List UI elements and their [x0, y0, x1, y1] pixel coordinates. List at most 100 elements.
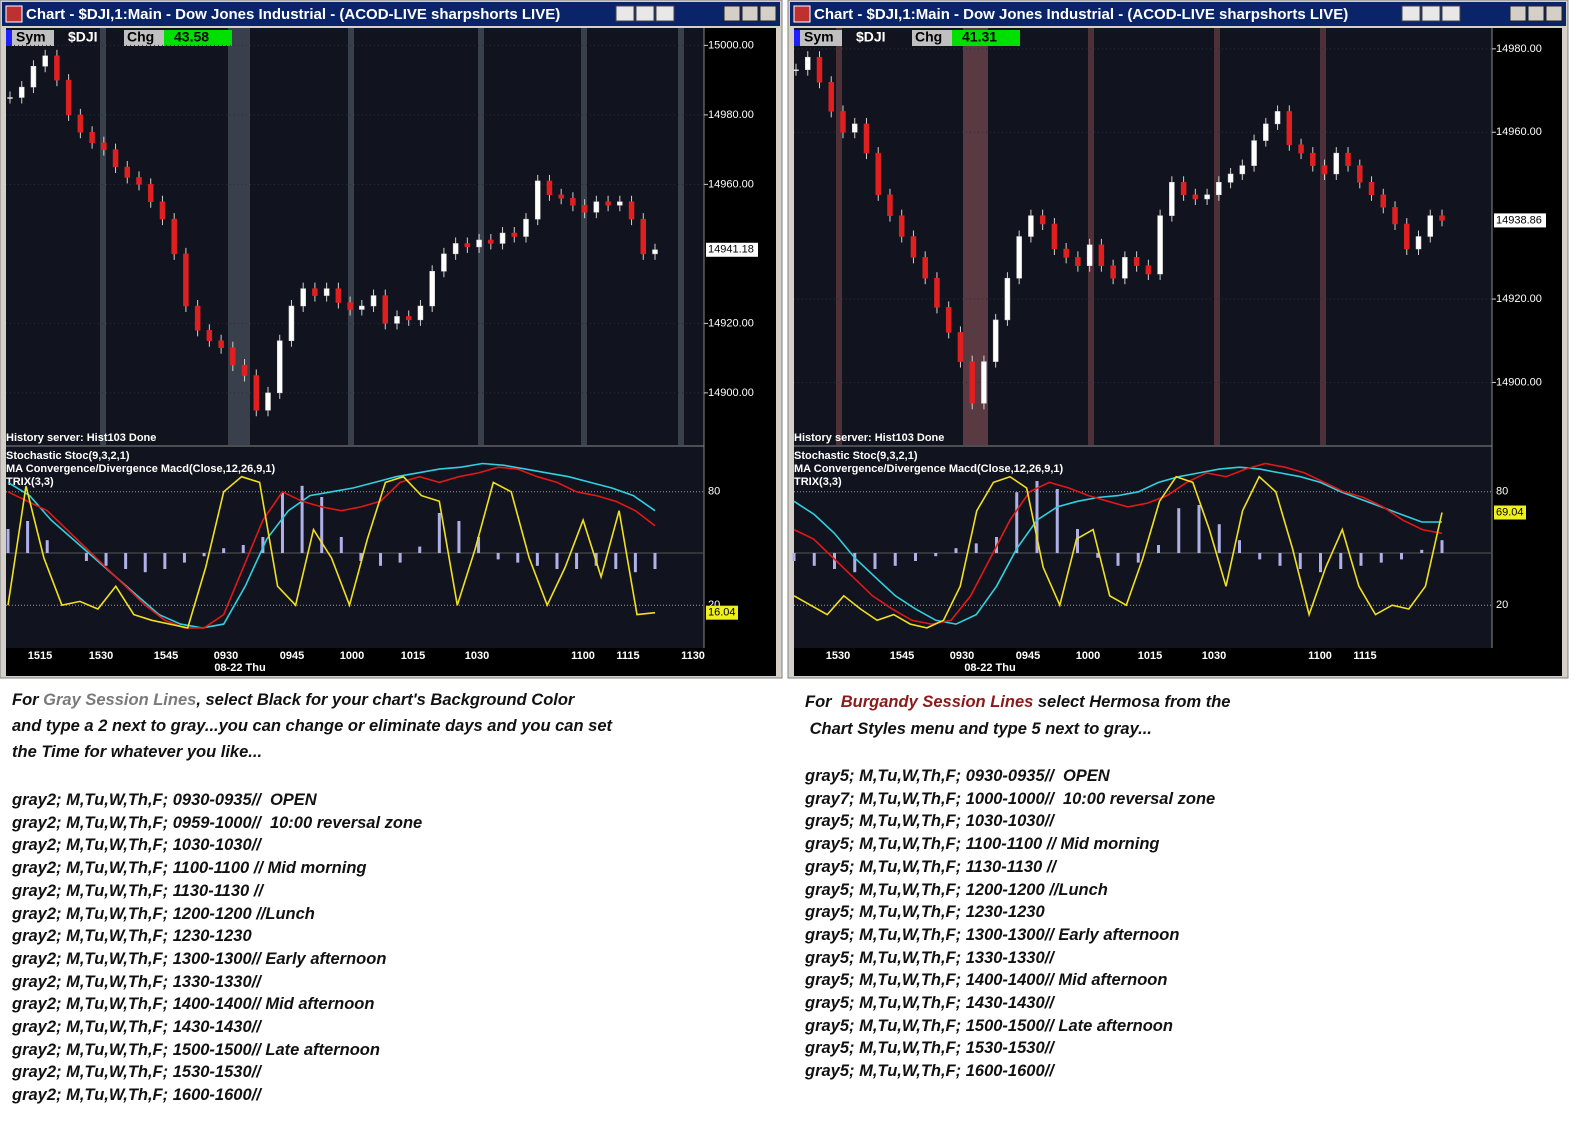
osc-last-label: 69.04	[1496, 506, 1524, 518]
histogram-bar	[339, 537, 343, 553]
candle	[1263, 123, 1269, 141]
x-tick-label: 1530	[826, 650, 850, 662]
candle	[464, 243, 471, 248]
x-tick-label: 0930	[214, 650, 238, 662]
minimize-button[interactable]	[1509, 5, 1527, 22]
sym-label: Sym	[804, 29, 834, 45]
indicator-label: Stochastic Stoc(9,3,2,1)	[794, 450, 918, 462]
price-tick-label: 15000.00	[708, 39, 754, 51]
candle	[628, 201, 635, 220]
chg-label: Chg	[915, 29, 942, 45]
toolbar-icon[interactable]	[1401, 5, 1421, 22]
candle	[840, 111, 846, 133]
histogram-bar	[163, 553, 167, 569]
maximize-button[interactable]	[741, 5, 759, 22]
candle	[218, 340, 224, 348]
candle	[288, 305, 295, 341]
sym-marker	[6, 30, 12, 46]
session-line-setting: gray5; M,Tu,W,Th,F; 1030-1030//	[805, 812, 1054, 831]
histogram-bar	[6, 529, 10, 553]
histogram-bar	[104, 553, 108, 566]
session-line	[478, 28, 484, 445]
candle	[511, 232, 518, 237]
candle	[452, 243, 459, 255]
x-tick-label: 1015	[401, 650, 425, 662]
minimize-button[interactable]	[723, 5, 741, 22]
heading-highlight: Burgandy Session Lines	[840, 693, 1034, 711]
toolbar-icon[interactable]	[615, 5, 635, 22]
candle	[969, 361, 975, 404]
candle	[441, 253, 447, 272]
toolbar-icon[interactable]	[1441, 5, 1461, 22]
session-line-setting: gray5; M,Tu,W,Th,F; 0930-0935// OPEN	[805, 767, 1110, 785]
candle	[1333, 152, 1340, 175]
candle	[617, 201, 623, 206]
candle	[816, 56, 823, 83]
candle	[276, 340, 283, 394]
price-tick-label: 14920.00	[1496, 293, 1542, 305]
histogram-bar	[954, 548, 958, 553]
macd-line	[7, 466, 656, 629]
symbol: $DJI	[856, 29, 886, 45]
histogram-bar	[437, 513, 441, 553]
candle	[1039, 215, 1046, 225]
chg-value: 41.31	[962, 29, 997, 45]
candle	[382, 295, 389, 324]
histogram-bar	[477, 537, 481, 553]
histogram-bar	[1258, 553, 1262, 560]
price-tick-label: 14980.00	[708, 109, 754, 121]
candle	[1380, 194, 1387, 208]
toolbar-icon[interactable]	[635, 5, 655, 22]
chart-windows: Chart - $DJI,1:Main - Dow Jones Industri…	[0, 0, 1569, 679]
candle	[1227, 173, 1234, 183]
histogram-bar	[84, 553, 88, 561]
toolbar-icon[interactable]	[1421, 5, 1441, 22]
histogram-bar	[398, 553, 402, 563]
session-line-setting: gray5; M,Tu,W,Th,F; 1330-1330//	[805, 948, 1054, 967]
candle	[1286, 111, 1293, 146]
candle	[910, 236, 917, 258]
candle	[77, 114, 84, 133]
x-tick-label: 1000	[340, 650, 364, 662]
candle	[136, 177, 142, 185]
candle	[1192, 194, 1199, 200]
histogram-bar	[1440, 540, 1444, 553]
candle	[359, 305, 365, 310]
candle	[417, 305, 424, 321]
candle	[300, 288, 306, 307]
note-heading: For Gray Session Lines, select Black for…	[12, 690, 574, 710]
app-icon	[793, 5, 811, 23]
histogram-bar	[1359, 553, 1363, 566]
session-line-setting: gray2; M,Tu,W,Th,F; 1400-1400// Mid afte…	[12, 995, 375, 1014]
maximize-button[interactable]	[1527, 5, 1545, 22]
candle	[1098, 244, 1105, 266]
stochastic-line	[793, 475, 1443, 629]
chg-box	[124, 30, 164, 46]
candle	[159, 201, 166, 220]
sym-marker	[794, 30, 800, 46]
candle	[124, 166, 131, 178]
candle	[370, 295, 377, 307]
session-line-setting: gray5; M,Tu,W,Th,F; 1300-1300// Early af…	[805, 925, 1180, 944]
symbol: $DJI	[68, 29, 98, 45]
candle	[312, 288, 318, 296]
histogram-bar	[555, 553, 559, 569]
histogram-bar	[1197, 505, 1201, 553]
candle	[581, 204, 588, 213]
session-line-setting: gray2; M,Tu,W,Th,F; 1300-1300// Early af…	[12, 949, 387, 968]
x-tick-label: 1515	[28, 650, 52, 662]
histogram-bar	[1319, 553, 1322, 573]
histogram-bar	[1096, 553, 1100, 558]
histogram-bar	[379, 553, 383, 566]
session-line	[100, 28, 106, 445]
session-line-setting: gray2; M,Tu,W,Th,F; 1530-1530//	[12, 1063, 261, 1082]
session-line-setting: gray2; M,Tu,W,Th,F; 1130-1130 //	[12, 881, 263, 900]
toolbar-icon[interactable]	[655, 5, 675, 22]
session-line-setting: gray2; M,Tu,W,Th,F; 0930-0935// OPEN	[12, 791, 317, 809]
close-button[interactable]	[1545, 5, 1563, 22]
close-button[interactable]	[759, 5, 777, 22]
session-line-setting: gray2; M,Tu,W,Th,F; 1200-1200 //Lunch	[12, 904, 315, 923]
candle	[605, 201, 611, 206]
candle	[1216, 182, 1222, 196]
window-title: Chart - $DJI,1:Main - Dow Jones Industri…	[814, 6, 1348, 23]
